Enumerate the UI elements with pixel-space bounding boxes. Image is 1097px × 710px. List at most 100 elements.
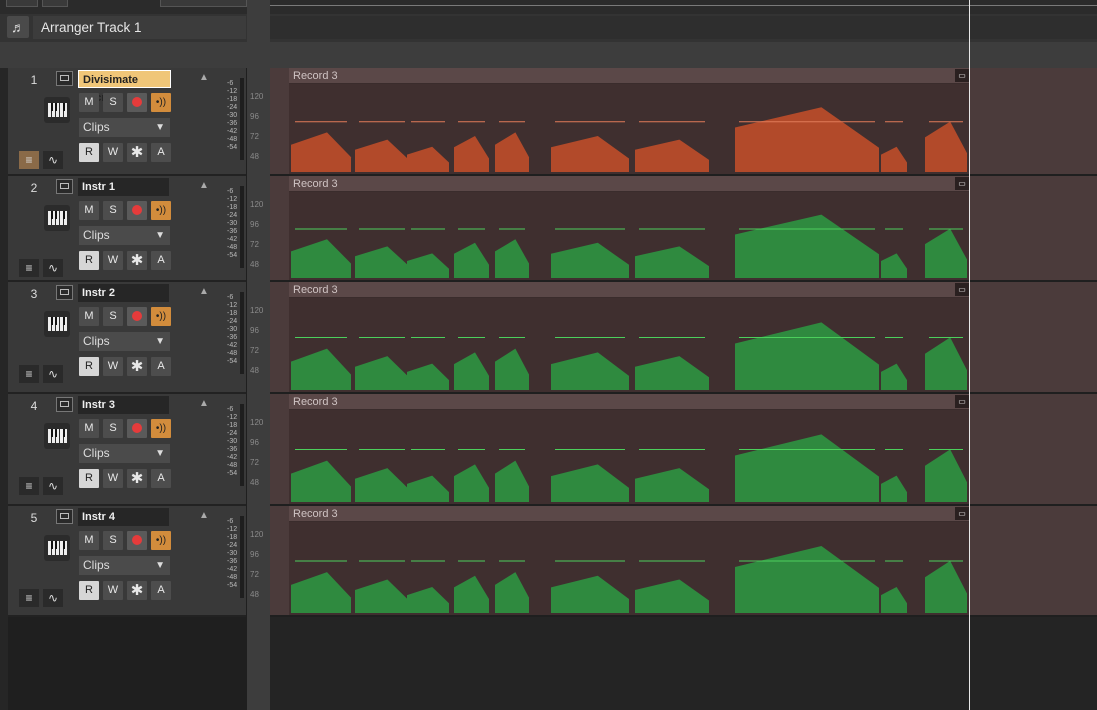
input-dropdown[interactable]: Clips ▼ <box>79 226 170 245</box>
automation-curve-icon[interactable]: ∿ <box>43 365 63 383</box>
track-menu-icon[interactable]: ≡ <box>19 151 39 169</box>
record-arm-button[interactable] <box>127 307 147 326</box>
track-menu-icon[interactable]: ≡ <box>19 365 39 383</box>
input-echo-icon[interactable]: •)) <box>151 307 171 326</box>
automation-curve-icon[interactable]: ∿ <box>43 477 63 495</box>
input-echo-icon[interactable]: •)) <box>151 201 171 220</box>
input-dropdown[interactable]: Clips ▼ <box>79 118 170 137</box>
track-icon-toggle[interactable] <box>56 285 73 300</box>
track-menu-icon[interactable]: ≡ <box>19 477 39 495</box>
instrument-piano-icon[interactable] <box>44 311 70 337</box>
archive-button[interactable]: ✱ <box>127 357 147 376</box>
record-arm-button[interactable] <box>127 419 147 438</box>
midi-clip[interactable]: Record 3 ▭ <box>289 394 969 504</box>
track-icon-toggle[interactable] <box>56 179 73 194</box>
solo-button[interactable]: S <box>103 307 123 326</box>
input-dropdown[interactable]: Clips ▼ <box>79 556 170 575</box>
solo-button[interactable]: S <box>103 531 123 550</box>
input-dropdown[interactable]: Clips ▼ <box>79 332 170 351</box>
clip-header[interactable]: Record 3 ▭ <box>289 176 969 192</box>
clip-velocity-view[interactable] <box>289 192 969 280</box>
automation-read-button[interactable]: R <box>79 469 99 488</box>
clip-header[interactable]: Record 3 ▭ <box>289 282 969 298</box>
track-menu-icon[interactable]: ≡ <box>19 259 39 277</box>
mute-button[interactable]: M <box>79 531 99 550</box>
automation-lanes-button[interactable]: A <box>151 581 171 600</box>
arranger-lane[interactable] <box>270 16 1097 39</box>
automation-read-button[interactable]: R <box>79 357 99 376</box>
automation-curve-icon[interactable]: ∿ <box>43 589 63 607</box>
collapse-icon[interactable]: ▲ <box>199 72 209 83</box>
automation-read-button[interactable]: R <box>79 581 99 600</box>
solo-button[interactable]: S <box>103 201 123 220</box>
clip-velocity-view[interactable] <box>289 522 969 615</box>
clip-header[interactable]: Record 3 ▭ <box>289 68 969 84</box>
toolbar-button[interactable] <box>6 0 38 7</box>
clip-menu-icon[interactable]: ▭ <box>955 69 969 82</box>
clip-velocity-view[interactable] <box>289 410 969 504</box>
clip-velocity-view[interactable] <box>289 298 969 392</box>
track-name[interactable]: Instr 1 <box>78 178 169 196</box>
mute-button[interactable]: M <box>79 93 99 112</box>
automation-lanes-button[interactable]: A <box>151 251 171 270</box>
automation-write-button[interactable]: W <box>103 251 123 270</box>
record-arm-button[interactable] <box>127 201 147 220</box>
track-icon-toggle[interactable] <box>56 71 73 86</box>
record-arm-button[interactable] <box>127 93 147 112</box>
clip-menu-icon[interactable]: ▭ <box>955 507 969 520</box>
automation-curve-icon[interactable]: ∿ <box>43 259 63 277</box>
clip-menu-icon[interactable]: ▭ <box>955 395 969 408</box>
archive-button[interactable]: ✱ <box>127 469 147 488</box>
clip-header[interactable]: Record 3 ▭ <box>289 506 969 522</box>
clip-menu-icon[interactable]: ▭ <box>955 283 969 296</box>
arranger-track-name[interactable]: Arranger Track 1 <box>33 16 246 39</box>
input-echo-icon[interactable]: •)) <box>151 93 171 112</box>
track-view-divider[interactable] <box>247 0 270 710</box>
mute-button[interactable]: M <box>79 307 99 326</box>
instrument-piano-icon[interactable] <box>44 97 70 123</box>
mute-button[interactable]: M <box>79 201 99 220</box>
solo-button[interactable]: S <box>103 93 123 112</box>
input-echo-icon[interactable]: •)) <box>151 419 171 438</box>
track-name[interactable]: Divisimate Micro <box>78 70 171 104</box>
automation-lanes-button[interactable]: A <box>151 143 171 162</box>
collapse-icon[interactable]: ▲ <box>199 180 209 191</box>
collapse-icon[interactable]: ▲ <box>199 286 209 297</box>
clip-velocity-view[interactable] <box>289 84 969 174</box>
instrument-piano-icon[interactable] <box>44 205 70 231</box>
track-name[interactable]: Instr 3 <box>78 396 169 414</box>
track-icon-toggle[interactable] <box>56 397 73 412</box>
automation-lanes-button[interactable]: A <box>151 469 171 488</box>
automation-read-button[interactable]: R <box>79 251 99 270</box>
mute-button[interactable]: M <box>79 419 99 438</box>
archive-button[interactable]: ✱ <box>127 581 147 600</box>
music-note-icon[interactable]: ♬ <box>7 16 29 38</box>
instrument-piano-icon[interactable] <box>44 535 70 561</box>
input-dropdown[interactable]: Clips ▼ <box>79 444 170 463</box>
automation-read-button[interactable]: R <box>79 143 99 162</box>
track-menu-icon[interactable]: ≡ <box>19 589 39 607</box>
toolbar-button[interactable] <box>42 0 68 7</box>
input-echo-icon[interactable]: •)) <box>151 531 171 550</box>
instrument-piano-icon[interactable] <box>44 423 70 449</box>
now-time-cursor[interactable] <box>969 0 970 710</box>
midi-clip[interactable]: Record 3 ▭ <box>289 68 969 174</box>
archive-button[interactable]: ✱ <box>127 143 147 162</box>
automation-write-button[interactable]: W <box>103 469 123 488</box>
automation-lanes-button[interactable]: A <box>151 357 171 376</box>
collapse-icon[interactable]: ▲ <box>199 510 209 521</box>
midi-clip[interactable]: Record 3 ▭ <box>289 506 969 615</box>
collapse-icon[interactable]: ▲ <box>199 398 209 409</box>
empty-clips-area[interactable] <box>270 617 1097 710</box>
automation-curve-icon[interactable]: ∿ <box>43 151 63 169</box>
archive-button[interactable]: ✱ <box>127 251 147 270</box>
clip-menu-icon[interactable]: ▭ <box>955 177 969 190</box>
midi-clip[interactable]: Record 3 ▭ <box>289 176 969 280</box>
automation-write-button[interactable]: W <box>103 357 123 376</box>
track-name[interactable]: Instr 4 <box>78 508 169 526</box>
track-name[interactable]: Instr 2 <box>78 284 169 302</box>
toolbar-button[interactable] <box>160 0 247 7</box>
automation-write-button[interactable]: W <box>103 581 123 600</box>
solo-button[interactable]: S <box>103 419 123 438</box>
clip-header[interactable]: Record 3 ▭ <box>289 394 969 410</box>
